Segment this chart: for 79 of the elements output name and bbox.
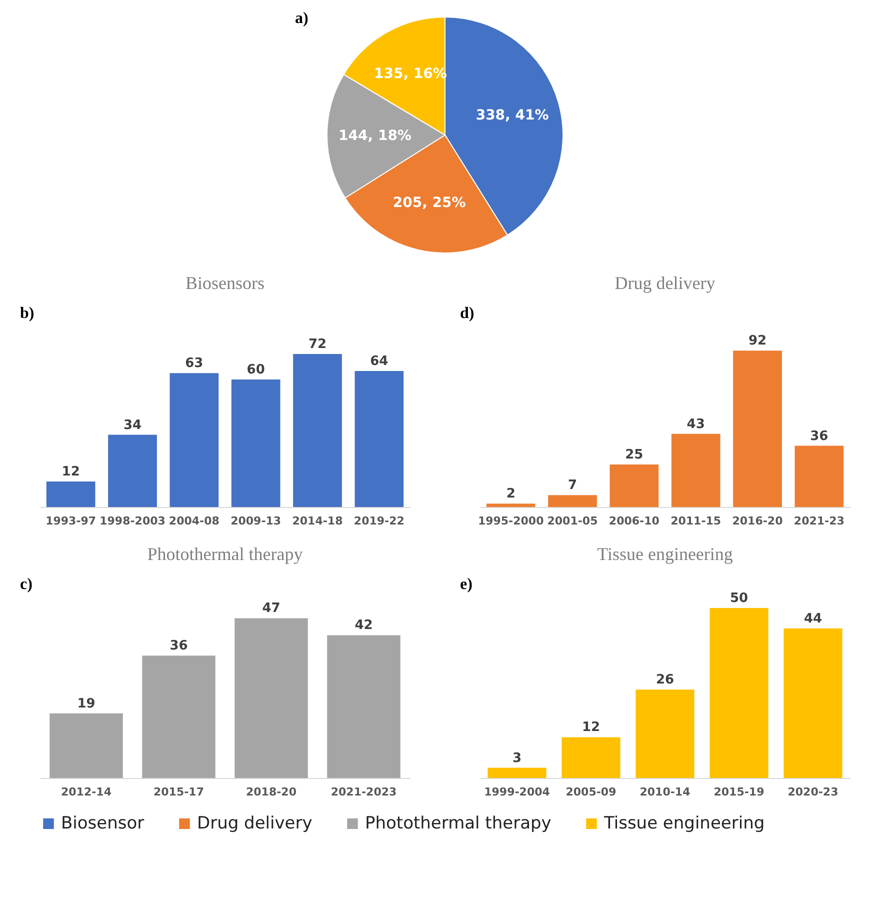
- x-tick-label: 2015-17: [154, 786, 204, 798]
- x-tick-label: 2011-15: [670, 514, 722, 528]
- bar: [548, 495, 597, 507]
- data-label: 338, 41%: [476, 108, 549, 124]
- data-label: 63: [185, 356, 204, 372]
- x-tick-label: 2009-13: [230, 514, 282, 528]
- chart-title: Photothermal therapy: [147, 544, 303, 564]
- bar: [610, 464, 659, 507]
- x-tick-label: 1995-2000: [478, 514, 544, 528]
- x-tick-label: 2014-18: [292, 514, 343, 528]
- data-label: 26: [656, 672, 674, 688]
- data-label: 36: [170, 638, 188, 654]
- x-tick-label: 2004-08: [168, 514, 220, 528]
- legend-label: Drug delivery: [197, 814, 312, 834]
- data-label: 50: [730, 591, 748, 606]
- x-tick-label: 1998-2003: [100, 514, 166, 528]
- bar: [108, 434, 157, 507]
- data-label: 47: [262, 601, 280, 616]
- bar: [710, 608, 768, 778]
- bar: [636, 690, 694, 778]
- x-tick-label: 2010-14: [640, 786, 691, 798]
- x-tick-label: 2021-23: [794, 514, 844, 528]
- data-label: 7: [568, 478, 578, 494]
- data-label: 12: [62, 464, 80, 480]
- bar: [327, 635, 400, 778]
- text: b): [20, 305, 34, 322]
- data-label: 12: [582, 720, 600, 736]
- bar: [733, 350, 782, 507]
- bar: [234, 618, 308, 778]
- x-tick-label: 2021-2023: [330, 786, 397, 798]
- bar: [46, 482, 96, 507]
- bar: [671, 434, 720, 507]
- x-tick-label: 2015-19: [714, 786, 764, 798]
- bar: [50, 713, 123, 778]
- bar: [562, 737, 620, 778]
- data-label: 36: [810, 428, 828, 444]
- x-tick-label: 2020-23: [788, 786, 838, 798]
- bar: [354, 371, 404, 507]
- x-tick-label: 2005-09: [566, 786, 616, 798]
- bar: [784, 628, 842, 778]
- legend-label: Biosensor: [61, 814, 144, 834]
- chart-title: Drug delivery: [614, 273, 716, 293]
- bar: [488, 768, 546, 778]
- chart-title: Biosensors: [185, 273, 265, 293]
- text: a): [295, 10, 308, 27]
- data-label: 72: [308, 337, 327, 352]
- data-label: 64: [370, 354, 388, 369]
- text: c): [20, 576, 32, 593]
- data-label: 92: [748, 334, 767, 349]
- data-label: 34: [123, 418, 142, 433]
- bar: [142, 656, 216, 778]
- x-tick-label: 2018-20: [246, 786, 297, 798]
- text: d): [460, 305, 474, 322]
- x-tick-label: 1993-97: [46, 514, 96, 528]
- data-label: 43: [686, 416, 705, 432]
- x-tick-label: 2006-10: [608, 514, 660, 528]
- chart-title: Tissue engineering: [597, 544, 733, 564]
- bar: [231, 380, 280, 507]
- text: e): [460, 576, 472, 593]
- data-label: 144, 18%: [338, 128, 412, 144]
- data-label: 44: [804, 611, 822, 626]
- data-label: 3: [512, 750, 522, 766]
- bar: [170, 373, 219, 507]
- legend-label: Photothermal therapy: [365, 814, 552, 834]
- bar: [486, 504, 536, 507]
- data-label: 19: [77, 696, 96, 712]
- data-label: 60: [246, 362, 265, 378]
- x-tick-label: 2016-20: [732, 514, 784, 528]
- x-tick-label: 2001-05: [547, 514, 598, 528]
- data-label: 25: [625, 448, 644, 462]
- x-tick-label: 2019-22: [354, 514, 404, 528]
- data-label: 2: [506, 486, 516, 502]
- legend-label: Tissue engineering: [603, 814, 765, 834]
- bar: [293, 354, 342, 507]
- data-label: 205, 25%: [392, 195, 466, 212]
- x-tick-label: 1999-2004: [484, 786, 550, 798]
- x-tick-label: 2012-14: [61, 786, 112, 798]
- data-label: 42: [354, 618, 373, 634]
- bar: [794, 446, 844, 507]
